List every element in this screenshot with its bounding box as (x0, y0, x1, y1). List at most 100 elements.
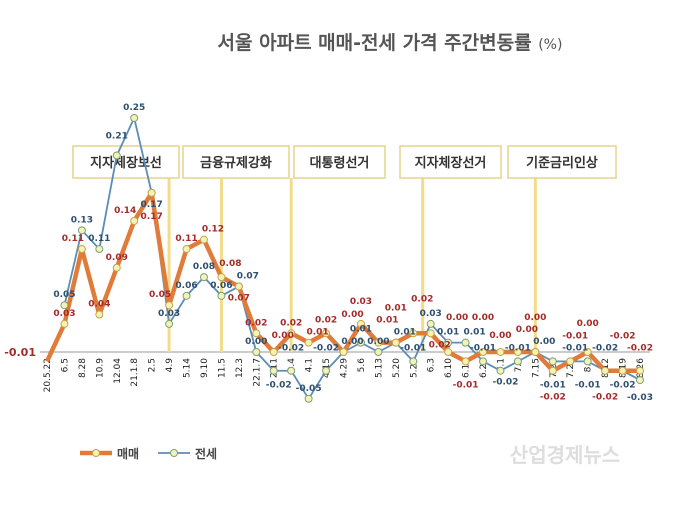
data-label: 0.00 (341, 337, 363, 347)
x-tick-label: 9.10 (200, 358, 210, 378)
chart-title: 서울 아파트 매매-전세 가격 주간변동률 (%) (0, 28, 680, 55)
data-label: 0.14 (114, 206, 136, 216)
data-point (269, 348, 278, 356)
x-tick-label: 5.27 (409, 358, 419, 378)
x-tick-label: 10.9 (95, 358, 105, 378)
data-label: 0.05 (53, 290, 75, 300)
data-label: 0.01 (385, 304, 407, 314)
data-label: 0.02 (315, 315, 337, 325)
data-label: -0.01 (470, 343, 496, 353)
data-label: 0.07 (228, 293, 250, 303)
data-label: 0.02 (245, 318, 267, 328)
data-label: 0.25 (123, 103, 145, 113)
data-label: -0.01 (4, 346, 36, 359)
watermark-logo: 산업경제뉴스 (510, 443, 620, 467)
data-label: 0.02 (411, 294, 433, 304)
data-label: 0.02 (429, 340, 451, 350)
data-label: -0.01 (400, 343, 426, 353)
data-label: 0.00 (272, 331, 294, 341)
data-point (374, 338, 383, 347)
data-label: -0.03 (627, 393, 653, 403)
data-point (95, 245, 104, 254)
annotation-box (507, 145, 617, 179)
annotation-box (293, 145, 386, 179)
data-label: -0.01 (505, 343, 531, 353)
data-label: -0.02 (492, 378, 518, 388)
data-point (513, 357, 522, 366)
data-label: 0.00 (472, 313, 494, 323)
data-label: 0.05 (149, 290, 171, 300)
title-unit: (%) (538, 37, 563, 53)
data-point (112, 151, 121, 160)
annotation-label: 지자체장보선 (90, 155, 162, 171)
data-point (60, 319, 69, 328)
data-label: 0.11 (175, 234, 197, 244)
data-point (636, 376, 644, 385)
data-label: 0.01 (307, 328, 329, 338)
data-point (531, 348, 540, 356)
data-label: -0.02 (610, 332, 636, 342)
data-label: -0.01 (562, 331, 588, 341)
data-label: 0.00 (245, 337, 267, 347)
annotation-label: 대통령선거 (310, 155, 370, 171)
data-point (356, 319, 365, 328)
data-label: 0.07 (237, 271, 259, 281)
data-label: 0.03 (158, 309, 180, 319)
data-label: 0.08 (219, 259, 241, 269)
data-point (304, 394, 313, 403)
data-point (409, 357, 418, 366)
data-label: -0.01 (453, 380, 479, 390)
data-label: -0.02 (592, 393, 618, 403)
x-tick-label: 6.17 (462, 358, 472, 378)
data-point (112, 263, 121, 272)
data-label: 0.11 (62, 234, 84, 244)
data-point (566, 357, 575, 366)
annotation-label: 지자체장선거 (415, 155, 487, 171)
data-label: 0.03 (53, 309, 75, 319)
x-tick-label: 7.15 (531, 358, 541, 378)
data-label: 0.06 (210, 281, 232, 291)
data-point (601, 366, 610, 375)
data-point (548, 357, 557, 366)
legend-marker (92, 449, 100, 457)
title-text: 서울 아파트 매매-전세 가격 주간변동률 (217, 32, 532, 54)
data-label: -0.01 (575, 380, 601, 390)
data-point (426, 329, 435, 338)
data-point (182, 291, 191, 300)
data-label: 0.00 (446, 313, 468, 323)
annotation-label: 기준금리인상 (526, 155, 598, 171)
data-label: 0.17 (141, 212, 163, 222)
data-point (217, 273, 226, 282)
annotation-box (399, 145, 502, 179)
data-point (287, 366, 296, 375)
data-label: -0.02 (627, 344, 653, 354)
data-label: 0.00 (577, 319, 599, 329)
data-point (496, 348, 505, 356)
data-label: 0.00 (367, 337, 389, 347)
data-point (461, 338, 470, 347)
data-point (409, 329, 418, 338)
data-label: 0.01 (376, 316, 398, 326)
data-label: 0.21 (106, 131, 128, 141)
legend-label-maemae: 매매 (117, 446, 139, 461)
x-tick-label: 5.13 (374, 358, 384, 378)
data-label: 0.12 (202, 225, 224, 235)
x-tick-label: 6.10 (444, 358, 454, 378)
data-point (496, 366, 505, 375)
data-point (252, 329, 261, 338)
data-label: 0.01 (394, 328, 416, 338)
data-point (391, 338, 400, 347)
data-label: -0.02 (278, 344, 304, 354)
x-tick-label: 8.28 (78, 358, 88, 378)
x-tick-label: 22.1.7 (252, 358, 262, 387)
data-point (217, 291, 226, 300)
data-label: 0.01 (350, 325, 372, 335)
x-tick-label: 7.1 (496, 358, 506, 372)
data-point (339, 348, 348, 356)
data-point (182, 245, 191, 254)
data-label: -0.02 (540, 393, 566, 403)
data-point (234, 282, 243, 291)
data-label: 0.00 (489, 331, 511, 341)
annotation-label: 금융규제강화 (200, 155, 272, 171)
